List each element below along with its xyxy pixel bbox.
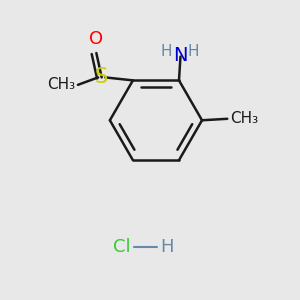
Text: H: H bbox=[160, 238, 174, 256]
Text: S: S bbox=[95, 68, 108, 87]
Text: CH₃: CH₃ bbox=[230, 111, 258, 126]
Text: CH₃: CH₃ bbox=[47, 77, 75, 92]
Text: O: O bbox=[89, 30, 103, 48]
Text: Cl: Cl bbox=[113, 238, 131, 256]
Text: N: N bbox=[173, 46, 188, 65]
Text: H: H bbox=[160, 44, 172, 59]
Text: H: H bbox=[187, 44, 199, 59]
